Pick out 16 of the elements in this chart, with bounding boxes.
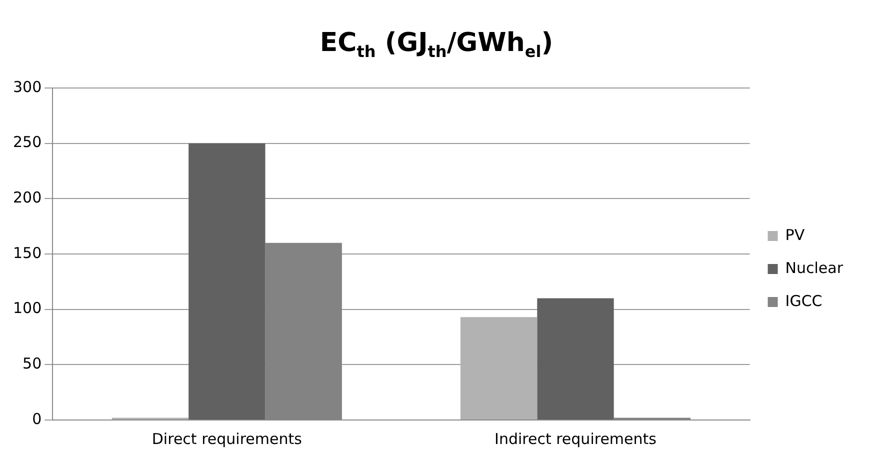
x-tick-label: Indirect requirements: [494, 430, 657, 448]
y-tick-label: 250: [12, 133, 42, 152]
y-tick-label: 150: [12, 244, 42, 262]
legend-label: PV: [785, 226, 806, 244]
bar: [537, 298, 614, 420]
y-tick-label: 100: [12, 299, 42, 318]
bar: [460, 317, 538, 420]
bar: [188, 143, 266, 420]
legend-label: Nuclear: [785, 258, 844, 277]
chart-title: EC$_{th}$ (GJ$_{th}$/GWh$_{el}$): [318, 28, 554, 62]
y-tick-label: 50: [22, 354, 42, 373]
y-tick-label: 200: [12, 188, 42, 207]
legend-label: IGCC: [785, 292, 822, 310]
y-tick-label: 300: [12, 78, 42, 96]
x-tick-label: Direct requirements: [152, 430, 302, 448]
y-tick-label: 0: [32, 410, 42, 428]
